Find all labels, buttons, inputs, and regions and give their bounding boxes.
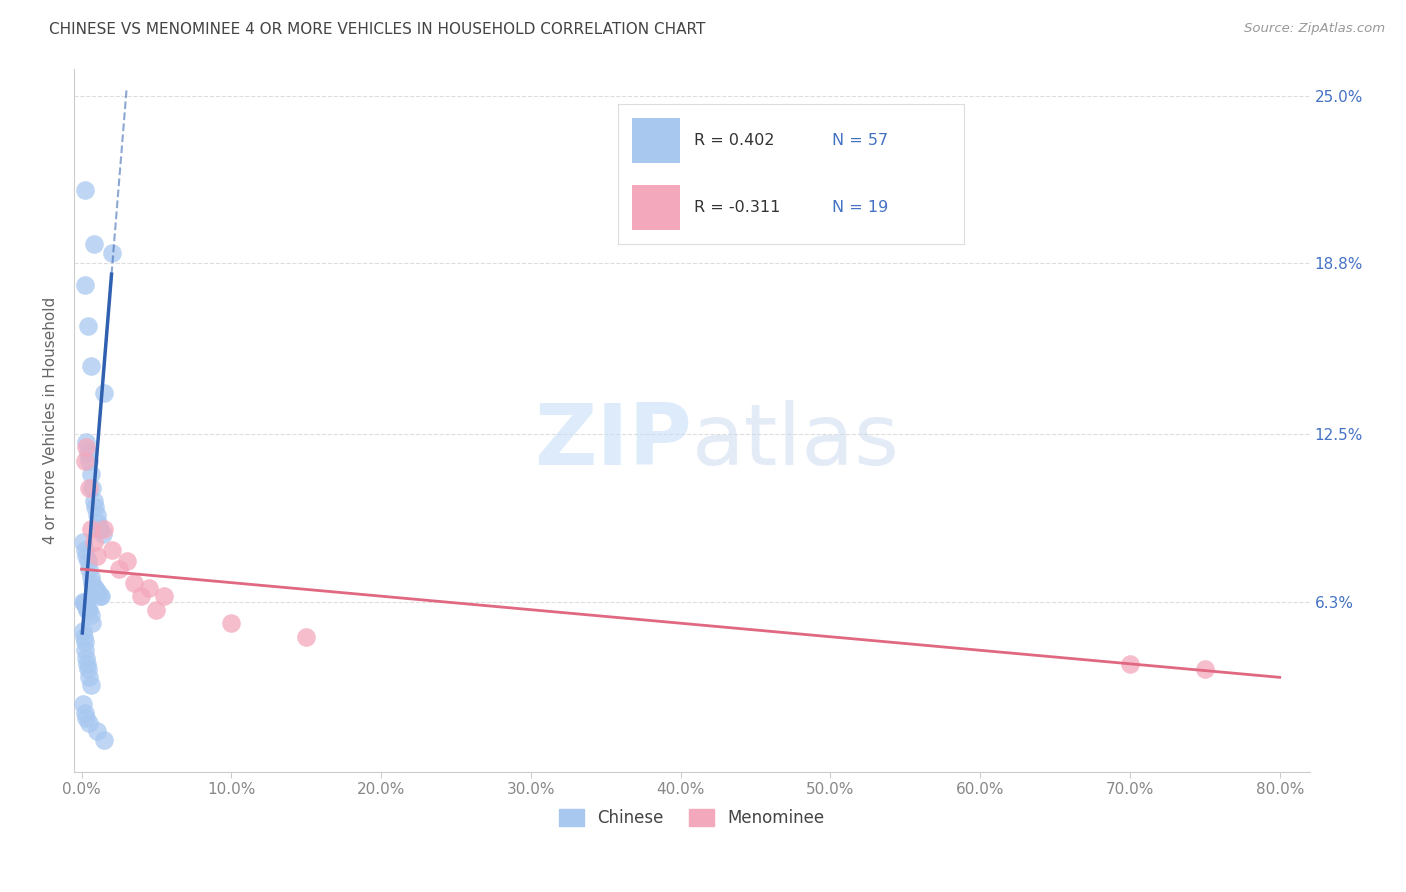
Point	[83, 237, 105, 252]
Text: Source: ZipAtlas.com: Source: ZipAtlas.com	[1244, 22, 1385, 36]
Point	[75, 441, 97, 455]
Text: ZIP: ZIP	[534, 400, 692, 483]
Point	[72, 535, 94, 549]
Point	[77, 481, 100, 495]
Point	[153, 589, 176, 603]
Point	[83, 494, 105, 508]
Point	[90, 589, 112, 603]
Point	[93, 386, 115, 401]
Point	[145, 603, 167, 617]
Point	[86, 724, 108, 739]
Point	[295, 630, 318, 644]
Point	[73, 630, 96, 644]
Point	[100, 543, 122, 558]
Point	[79, 467, 101, 482]
Point	[75, 599, 97, 614]
Point	[83, 535, 105, 549]
Point	[77, 562, 100, 576]
Point	[76, 662, 98, 676]
Point	[86, 583, 108, 598]
Legend: Chinese, Menominee: Chinese, Menominee	[553, 803, 831, 834]
Point	[86, 549, 108, 563]
Point	[75, 434, 97, 449]
Point	[1119, 657, 1142, 671]
Point	[79, 608, 101, 623]
Y-axis label: 4 or more Vehicles in Household: 4 or more Vehicles in Household	[44, 297, 58, 544]
Point	[73, 183, 96, 197]
Point	[93, 732, 115, 747]
Point	[221, 616, 243, 631]
Point	[73, 454, 96, 468]
Point	[73, 706, 96, 720]
Point	[77, 716, 100, 731]
Point	[76, 603, 98, 617]
Point	[72, 624, 94, 639]
Point	[79, 522, 101, 536]
Point	[75, 643, 97, 657]
Point	[89, 522, 111, 536]
Point	[75, 597, 97, 611]
Point	[89, 589, 111, 603]
Point	[73, 597, 96, 611]
Point	[76, 657, 98, 671]
Point	[80, 481, 103, 495]
Point	[72, 594, 94, 608]
Point	[79, 570, 101, 584]
Point	[93, 522, 115, 536]
Text: CHINESE VS MENOMINEE 4 OR MORE VEHICLES IN HOUSEHOLD CORRELATION CHART: CHINESE VS MENOMINEE 4 OR MORE VEHICLES …	[49, 22, 706, 37]
Point	[80, 575, 103, 590]
Point	[91, 527, 114, 541]
Point	[131, 589, 153, 603]
Point	[1194, 662, 1216, 676]
Point	[72, 698, 94, 712]
Point	[75, 549, 97, 563]
Point	[76, 554, 98, 568]
Point	[138, 581, 160, 595]
Point	[79, 678, 101, 692]
Point	[75, 651, 97, 665]
Point	[76, 446, 98, 460]
Point	[87, 516, 110, 530]
Point	[77, 603, 100, 617]
Point	[108, 562, 131, 576]
Point	[73, 635, 96, 649]
Point	[73, 543, 96, 558]
Point	[77, 670, 100, 684]
Point	[73, 277, 96, 292]
Point	[84, 581, 107, 595]
Point	[80, 616, 103, 631]
Point	[76, 318, 98, 333]
Point	[79, 359, 101, 374]
Point	[100, 245, 122, 260]
Point	[76, 603, 98, 617]
Point	[115, 554, 138, 568]
Point	[77, 454, 100, 468]
Point	[84, 500, 107, 514]
Text: atlas: atlas	[692, 400, 900, 483]
Point	[87, 586, 110, 600]
Point	[83, 581, 105, 595]
Point	[122, 575, 145, 590]
Point	[73, 594, 96, 608]
Point	[75, 711, 97, 725]
Point	[86, 508, 108, 522]
